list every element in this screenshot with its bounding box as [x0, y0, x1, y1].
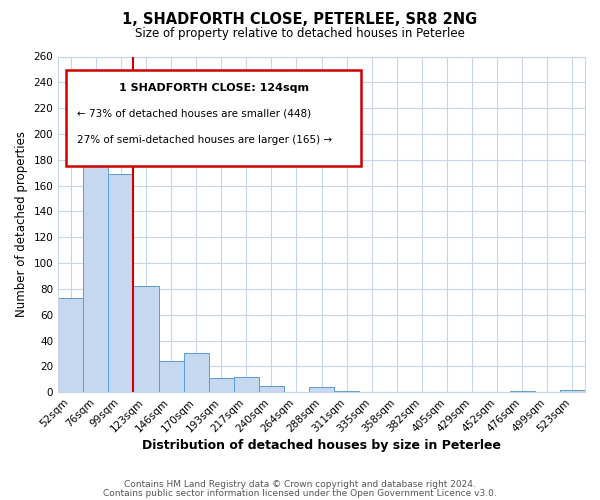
Bar [184, 354, 209, 392]
Bar [109, 174, 133, 392]
Text: 1 SHADFORTH CLOSE: 124sqm: 1 SHADFORTH CLOSE: 124sqm [119, 84, 308, 94]
FancyBboxPatch shape [66, 70, 361, 166]
Bar [158, 361, 184, 392]
Text: ← 73% of detached houses are smaller (448): ← 73% of detached houses are smaller (44… [77, 108, 311, 118]
Bar [83, 128, 109, 392]
Bar [560, 390, 585, 392]
Text: Contains public sector information licensed under the Open Government Licence v3: Contains public sector information licen… [103, 488, 497, 498]
Bar [58, 298, 83, 392]
X-axis label: Distribution of detached houses by size in Peterlee: Distribution of detached houses by size … [142, 440, 501, 452]
Bar [309, 387, 334, 392]
Bar [259, 386, 284, 392]
Text: Contains HM Land Registry data © Crown copyright and database right 2024.: Contains HM Land Registry data © Crown c… [124, 480, 476, 489]
Bar [209, 378, 234, 392]
Bar [510, 391, 535, 392]
Bar [234, 376, 259, 392]
Text: Size of property relative to detached houses in Peterlee: Size of property relative to detached ho… [135, 28, 465, 40]
Y-axis label: Number of detached properties: Number of detached properties [15, 132, 28, 318]
Text: 1, SHADFORTH CLOSE, PETERLEE, SR8 2NG: 1, SHADFORTH CLOSE, PETERLEE, SR8 2NG [122, 12, 478, 28]
Bar [334, 391, 359, 392]
Text: 27% of semi-detached houses are larger (165) →: 27% of semi-detached houses are larger (… [77, 136, 332, 145]
Bar [133, 286, 158, 392]
